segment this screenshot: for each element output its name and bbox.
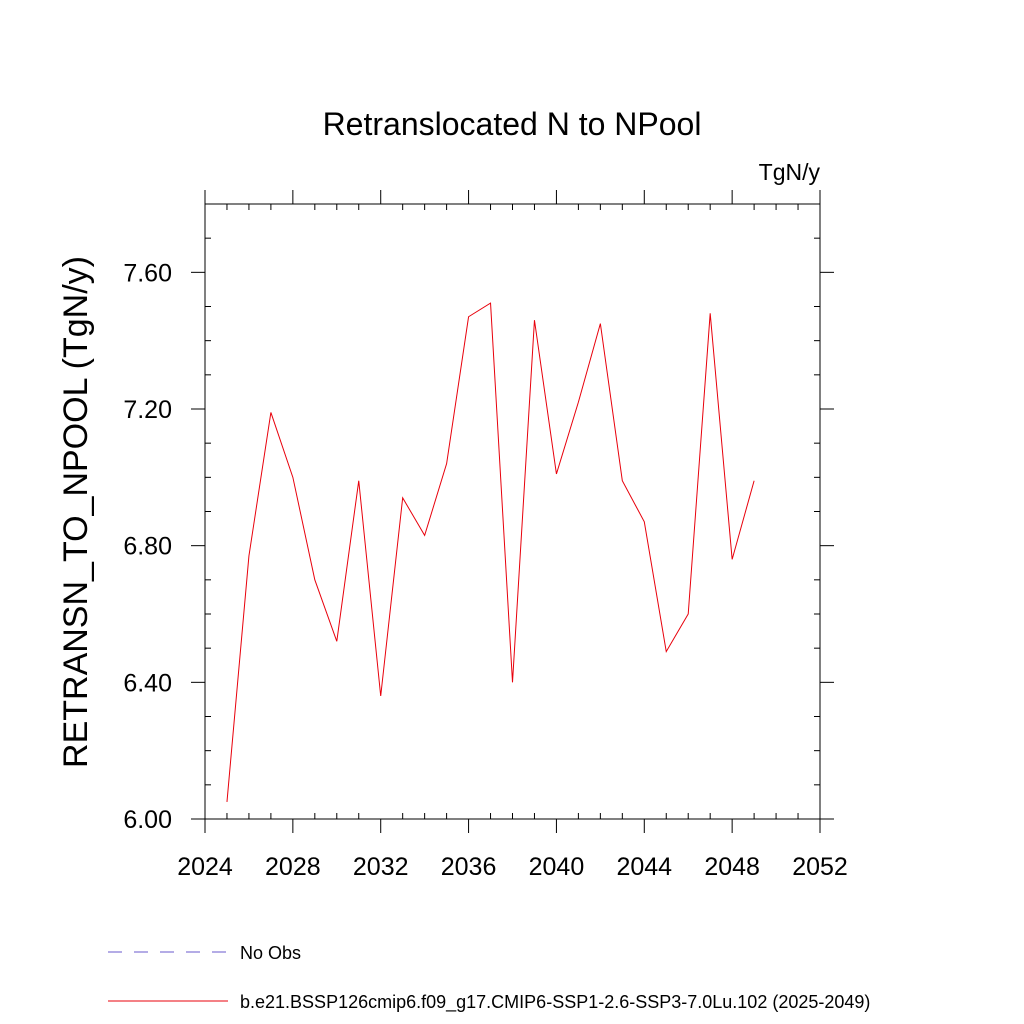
x-tick-label: 2052 bbox=[792, 853, 848, 881]
units-label: TgN/y bbox=[759, 159, 821, 185]
y-tick-label: 7.60 bbox=[123, 259, 172, 287]
legend-label-no-obs: No Obs bbox=[240, 943, 301, 963]
legend: No Obs b.e21.BSSP126cmip6.f09_g17.CMIP6-… bbox=[108, 943, 870, 1013]
y-tick-label: 6.40 bbox=[123, 669, 172, 697]
axis-tick-labels: 2024 2028 2032 2036 2040 2044 2048 2052 6.00 6.40… bbox=[123, 259, 847, 881]
y-tick-label: 7.20 bbox=[123, 396, 172, 424]
x-tick-label: 2040 bbox=[529, 853, 585, 881]
x-tick-label: 2036 bbox=[441, 853, 497, 881]
y-tick-label: 6.00 bbox=[123, 806, 172, 834]
x-tick-label: 2024 bbox=[177, 853, 233, 881]
series-line bbox=[226, 302, 755, 802]
chart-title: Retranslocated N to NPool bbox=[323, 106, 702, 142]
axis-ticks bbox=[191, 190, 834, 833]
x-tick-label: 2044 bbox=[616, 853, 672, 881]
y-tick-label: 6.80 bbox=[123, 533, 172, 561]
x-tick-label: 2028 bbox=[265, 853, 321, 881]
legend-label-model: b.e21.BSSP126cmip6.f09_g17.CMIP6-SSP1-2.… bbox=[240, 992, 870, 1013]
x-tick-label: 2032 bbox=[353, 853, 409, 881]
x-tick-label: 2048 bbox=[704, 853, 760, 881]
series-group bbox=[226, 302, 755, 802]
y-axis-label: RETRANSN_TO_NPOOL (TgN/y) bbox=[57, 256, 95, 768]
